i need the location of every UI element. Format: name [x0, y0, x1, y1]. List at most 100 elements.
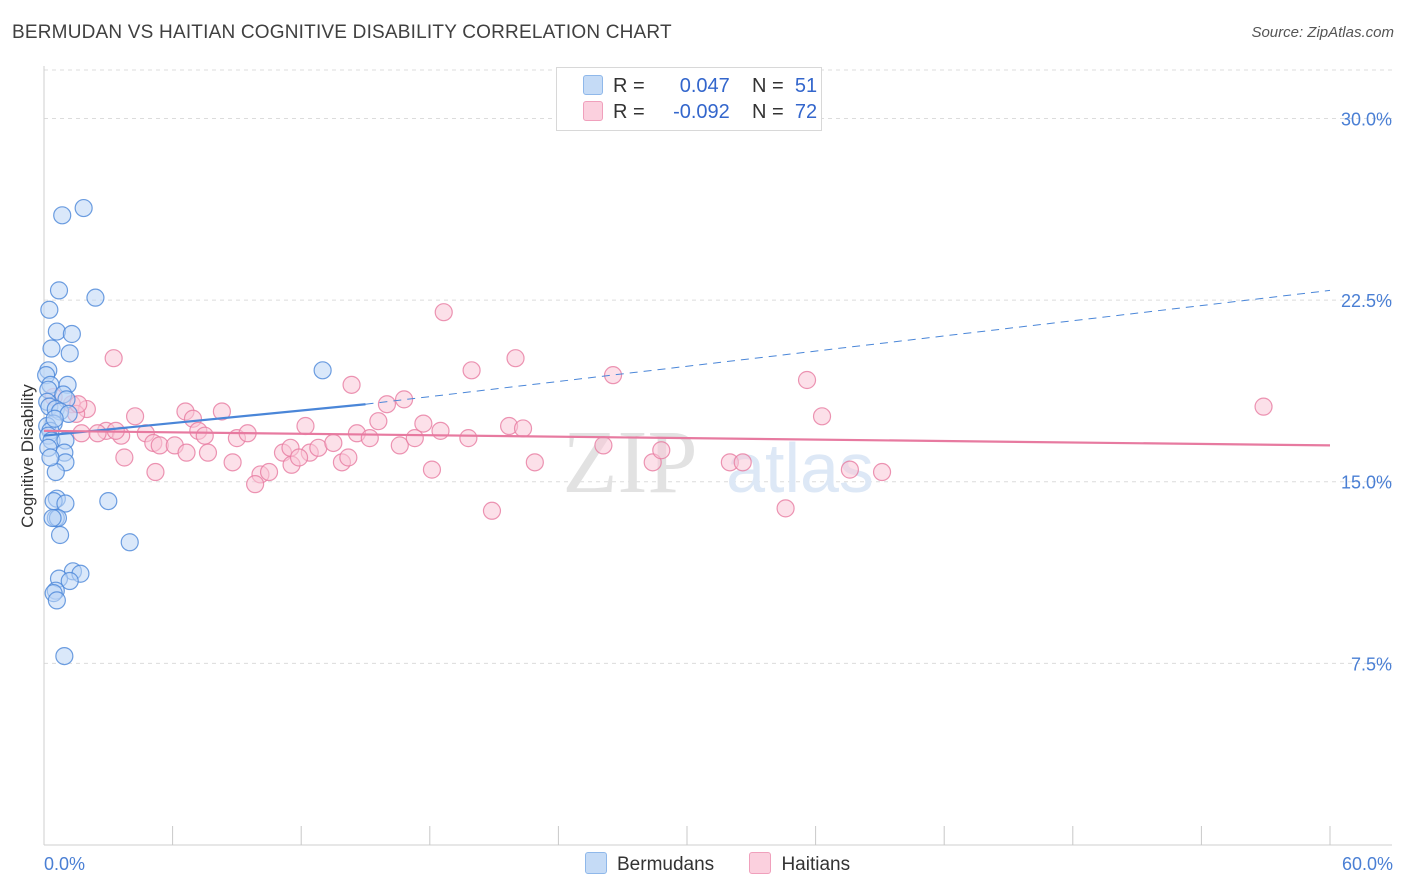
data-point-bermudans: [40, 300, 59, 319]
data-point-haitians: [525, 453, 544, 472]
data-point-haitians: [506, 349, 525, 368]
data-point-haitians: [289, 448, 309, 467]
legend-r-label: R =: [613, 75, 645, 97]
grid-lines: [44, 69, 1392, 664]
data-point-bermudans: [53, 206, 72, 225]
legend-r-label: R =: [613, 101, 645, 123]
data-point-haitians: [390, 436, 409, 455]
data-point-haitians: [422, 460, 442, 479]
data-point-bermudans: [45, 409, 64, 428]
legend-n-value: 51: [794, 75, 818, 97]
data-point-bermudans: [56, 494, 75, 513]
data-point-haitians: [431, 421, 450, 440]
data-point-haitians: [414, 414, 433, 433]
data-point-haitians: [369, 412, 388, 431]
data-point-bermudans: [42, 339, 61, 358]
data-point-bermudans: [74, 198, 93, 218]
data-point-haitians: [797, 370, 817, 390]
data-point-haitians: [339, 448, 358, 467]
data-point-bermudans: [41, 448, 60, 467]
watermark: ZIP atlas: [563, 413, 874, 512]
trend-line-haitians: [43, 429, 1331, 447]
data-point-bermudans: [120, 533, 139, 552]
data-point-haitians: [405, 429, 424, 448]
data-point-haitians: [115, 448, 134, 467]
data-point-bermudans: [62, 324, 81, 344]
data-point-haitians: [177, 443, 196, 462]
data-point-bermudans: [60, 344, 79, 363]
data-point-haitians: [652, 441, 671, 460]
data-point-haitians: [88, 424, 107, 443]
data-point-haitians: [812, 407, 832, 426]
y-axis-label: Cognitive Disability: [18, 384, 37, 528]
legend-swatch-haitians: [583, 101, 603, 121]
series-legend: Bermudans Haitians: [585, 852, 880, 876]
data-point-bermudans: [86, 288, 105, 307]
data-point-bermudans: [43, 508, 62, 528]
data-point-bermudans: [313, 361, 332, 380]
data-point-haitians: [259, 462, 279, 482]
series-legend-haitians: Haitians: [749, 852, 850, 876]
data-point-haitians: [482, 501, 502, 520]
watermark-zip: ZIP: [563, 413, 698, 512]
legend-r-value: -0.092: [673, 101, 730, 123]
legend-row-haitians: R = -0.092 N = 72: [583, 101, 817, 125]
data-point-bermudans: [49, 281, 69, 300]
data-point-haitians: [434, 303, 453, 322]
data-point-haitians: [513, 419, 533, 438]
data-point-haitians: [459, 429, 478, 448]
legend-row-bermudans: R = 0.047 N = 51: [583, 75, 817, 99]
data-point-haitians: [872, 462, 892, 482]
legend-r-value: 0.047: [679, 75, 730, 97]
data-point-haitians: [195, 426, 214, 445]
data-point-bermudans: [55, 646, 74, 666]
source-label: Source: ZipAtlas.com: [1251, 24, 1394, 41]
data-point-haitians: [223, 453, 242, 472]
legend-swatch-bermudans: [583, 75, 603, 95]
legend-n-label: N =: [752, 75, 784, 97]
y-tick-label: 30.0%: [1341, 109, 1392, 129]
y-tick-label: 7.5%: [1351, 654, 1392, 674]
trend-lines: [43, 289, 1331, 447]
data-point-haitians: [296, 416, 315, 436]
data-point-haitians: [1254, 397, 1273, 416]
data-point-haitians: [733, 453, 752, 472]
series-swatch-bermudans: [585, 852, 607, 874]
series-label-bermudans: Bermudans: [617, 854, 715, 875]
trend-line-extension-bermudans: [365, 289, 1331, 405]
data-point-haitians: [840, 460, 859, 479]
data-point-bermudans: [47, 591, 66, 610]
data-point-haitians: [377, 395, 397, 414]
data-point-haitians: [212, 402, 231, 421]
data-point-bermudans: [50, 525, 70, 545]
data-point-haitians: [104, 349, 123, 368]
data-point-bermudans: [99, 491, 118, 511]
series-swatch-haitians: [749, 852, 772, 874]
data-point-haitians: [603, 366, 623, 385]
data-point-haitians: [198, 443, 218, 462]
data-point-haitians: [594, 436, 613, 455]
data-point-bermudans: [60, 571, 79, 591]
legend-box: R = 0.047 N = 51 R = -0.092 N = 72: [556, 67, 822, 131]
data-point-bermudans: [47, 322, 66, 341]
legend-n-value: 72: [794, 101, 818, 123]
legend-n-label: N =: [752, 101, 784, 123]
data-point-haitians: [309, 438, 328, 457]
data-point-haitians: [342, 375, 361, 394]
data-point-haitians: [146, 462, 165, 482]
data-points: [37, 198, 1273, 666]
data-point-haitians: [246, 475, 265, 494]
y-tick-label: 22.5%: [1341, 291, 1392, 311]
data-point-haitians: [462, 361, 481, 380]
data-point-haitians: [394, 390, 414, 409]
data-point-haitians: [360, 429, 379, 448]
data-point-haitians: [324, 433, 343, 453]
y-tick-label: 15.0%: [1341, 473, 1392, 493]
chart-title: BERMUDAN VS HAITIAN COGNITIVE DISABILITY…: [12, 22, 672, 43]
x-tick-label-max: 60.0%: [1342, 854, 1393, 874]
data-point-haitians: [125, 407, 145, 426]
series-legend-bermudans: Bermudans: [585, 852, 714, 876]
tick-labels: 7.5% 15.0% 22.5% 30.0% 0.0% 60.0%: [44, 109, 1393, 874]
series-label-haitians: Haitians: [781, 854, 851, 875]
